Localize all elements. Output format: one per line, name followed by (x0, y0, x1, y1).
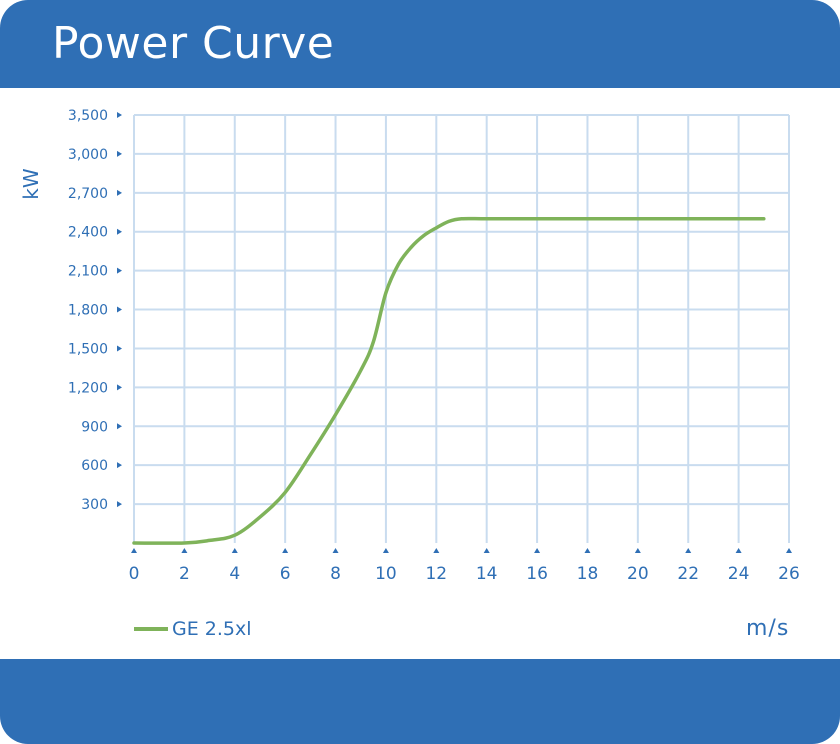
x-tick-label: 4 (229, 564, 240, 584)
y-tick-label: 2,400 (68, 225, 108, 241)
legend-swatch (134, 627, 168, 631)
x-tick-marker (282, 548, 289, 553)
x-tick-label: 18 (577, 564, 599, 584)
header-bar: Power Curve (0, 0, 840, 88)
y-tick-label: 1,500 (68, 341, 108, 357)
y-tick-label: 300 (81, 497, 108, 513)
x-tick-label: 20 (627, 564, 649, 584)
y-tick-marker (117, 306, 122, 313)
y-tick-marker (117, 267, 122, 274)
y-tick-marker (117, 384, 122, 391)
y-tick-marker (117, 189, 122, 196)
page-title: Power Curve (52, 18, 335, 69)
x-tick-label: 8 (330, 564, 341, 584)
x-tick-marker (735, 548, 742, 553)
x-tick-marker (181, 548, 188, 553)
series (132, 216, 766, 545)
y-tick-marker (117, 345, 122, 352)
y-tick-label: 1,800 (68, 303, 108, 319)
x-tick-marker (685, 548, 692, 553)
y-tick-label: 1,200 (68, 380, 108, 396)
grid (133, 114, 790, 543)
x-tick-marker (332, 548, 339, 553)
x-tick-marker (483, 548, 490, 553)
series-line-ge-2-5xl (132, 216, 766, 545)
y-axis-label: kW (19, 168, 43, 200)
x-tick-marker (433, 548, 440, 553)
x-tick-marker (131, 548, 137, 553)
x-tick-label: 2 (179, 564, 190, 584)
x-tick-label: 16 (526, 564, 548, 584)
x-tick-label: 6 (280, 564, 291, 584)
power-curve-chart: 300 600 900 1,200 1,500 1,800 2,100 2,400 2,700 3… (19, 108, 800, 584)
x-tick-marker (584, 548, 591, 553)
x-tick-label: 10 (375, 564, 397, 584)
y-axis: 300 600 900 1,200 1,500 1,800 2,100 2,400 2,700 3… (68, 108, 122, 513)
y-tick-label: 900 (81, 419, 108, 435)
y-tick-label: 3,000 (68, 147, 108, 163)
legend-label: GE 2.5xl (172, 618, 252, 640)
x-tick-label: 24 (728, 564, 750, 584)
y-tick-marker (117, 150, 122, 157)
x-tick-marker (382, 548, 389, 553)
y-tick-marker (117, 112, 122, 118)
y-tick-label: 3,500 (68, 108, 108, 124)
x-axis: 0 2 4 6 8 10 12 14 16 18 20 22 24 26 (129, 548, 800, 584)
x-tick-marker (786, 548, 792, 553)
footer-bar (0, 659, 840, 744)
legend: GE 2.5xl (134, 618, 252, 640)
x-tick-label: 0 (129, 564, 140, 584)
x-axis-label: m/s (746, 616, 790, 641)
x-tick-marker (534, 548, 541, 553)
y-tick-marker (117, 228, 122, 235)
y-tick-marker (117, 423, 122, 430)
x-tick-marker (231, 548, 238, 553)
y-tick-label: 2,700 (68, 186, 108, 202)
x-tick-label: 14 (476, 564, 498, 584)
x-tick-label: 22 (677, 564, 699, 584)
y-tick-marker (117, 462, 122, 469)
y-tick-label: 600 (81, 458, 108, 474)
y-tick-label: 2,100 (68, 264, 108, 280)
x-tick-marker (634, 548, 641, 553)
y-tick-marker (117, 501, 122, 508)
x-tick-label: 26 (778, 564, 800, 584)
x-tick-label: 12 (425, 564, 447, 584)
